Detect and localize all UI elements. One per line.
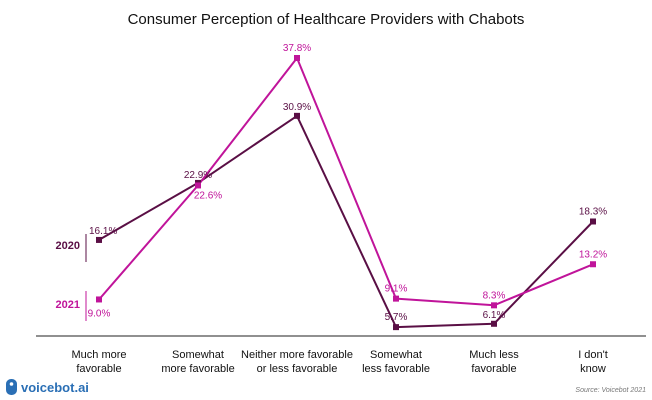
category-label-line: less favorable	[362, 363, 430, 375]
category-label-line: Neither more favorable	[241, 349, 353, 361]
data-point-2021	[96, 296, 102, 303]
category-labels: Much more favorable Somewhat more favorable…	[71, 349, 607, 375]
category-label-line: Somewhat	[172, 349, 224, 361]
data-point-2020	[294, 112, 300, 119]
data-label-2021: 9.0%	[88, 308, 111, 319]
chart-title: Consumer Perception of Healthcare Provid…	[128, 11, 525, 28]
brand-logo: voicebot.ai	[6, 379, 89, 395]
category-label: Much more favorable	[71, 349, 126, 375]
category-label-line: I don't	[578, 349, 608, 361]
source-note: Source: Voicebot 2021	[575, 387, 646, 394]
data-label-2020: 16.1%	[89, 226, 117, 237]
category-label-line: Much less	[469, 349, 519, 361]
data-label-2020: 22.9%	[184, 170, 212, 181]
data-point-2021	[195, 182, 201, 189]
category-label: Much less favorable	[469, 349, 519, 375]
series-lines	[98, 57, 594, 329]
robot-icon	[6, 379, 17, 395]
data-point-2020	[590, 218, 596, 225]
category-label-line: favorable	[76, 363, 121, 375]
data-label-2020: 18.3%	[579, 206, 607, 217]
category-label-line: favorable	[471, 363, 516, 375]
data-labels: 16.1% 22.9% 30.9% 5.7% 6.1% 18.3% 9.0% 22.6% 37.…	[88, 43, 608, 323]
series-line-2020	[98, 114, 594, 329]
category-label: Somewhat less favorable	[362, 349, 430, 375]
data-label-2020: 30.9%	[283, 102, 311, 113]
series-labels: 2020 2021	[56, 234, 87, 321]
series-points	[96, 55, 596, 331]
category-label-line: Much more	[71, 349, 126, 361]
data-point-2021	[294, 55, 300, 61]
category-label: Somewhat more favorable	[161, 349, 234, 375]
data-label-2021: 37.8%	[283, 43, 311, 54]
brand-name: voicebot.ai	[21, 380, 89, 395]
category-label: Neither more favorable or less favorable	[241, 349, 353, 375]
category-label-line: know	[580, 363, 606, 375]
data-label-2021: 8.3%	[483, 290, 506, 301]
series-label-2020: 2020	[56, 240, 80, 252]
category-label-line: more favorable	[161, 363, 234, 375]
data-point-2021	[590, 261, 596, 268]
data-point-2020	[96, 236, 102, 243]
data-label-2021: 13.2%	[579, 249, 607, 260]
data-point-2021	[393, 295, 399, 302]
series-line-2021	[98, 57, 594, 307]
robot-eye-icon	[9, 382, 14, 386]
data-label-2021: 9.1%	[385, 284, 408, 295]
data-point-2020	[491, 320, 497, 327]
data-point-2021	[491, 302, 497, 309]
category-label-line: Somewhat	[370, 349, 422, 361]
series-label-2021: 2021	[56, 299, 80, 311]
category-label: I don't know	[578, 349, 608, 375]
data-label-2020: 6.1%	[483, 310, 506, 321]
data-label-2020: 5.7%	[385, 312, 408, 323]
data-point-2020	[393, 324, 399, 331]
data-label-2021: 22.6%	[194, 190, 222, 201]
category-label-line: or less favorable	[257, 363, 338, 375]
